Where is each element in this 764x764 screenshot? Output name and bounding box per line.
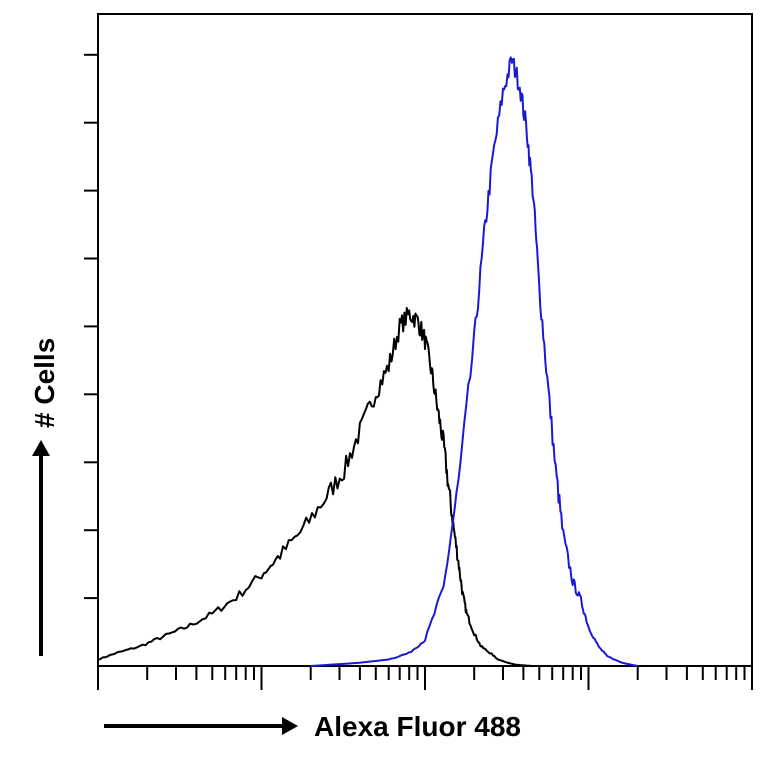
y-axis-label: # Cells <box>29 338 60 428</box>
y-axis-arrow-head <box>32 440 50 456</box>
stained-histogram-line <box>310 56 638 667</box>
y-axis-ticks <box>84 53 98 600</box>
histogram-series <box>97 56 638 667</box>
x-axis-label: Alexa Fluor 488 <box>314 711 521 742</box>
control-histogram-line <box>97 307 564 667</box>
x-axis-arrow-head <box>282 717 298 735</box>
x-axis-ticks <box>97 666 753 690</box>
